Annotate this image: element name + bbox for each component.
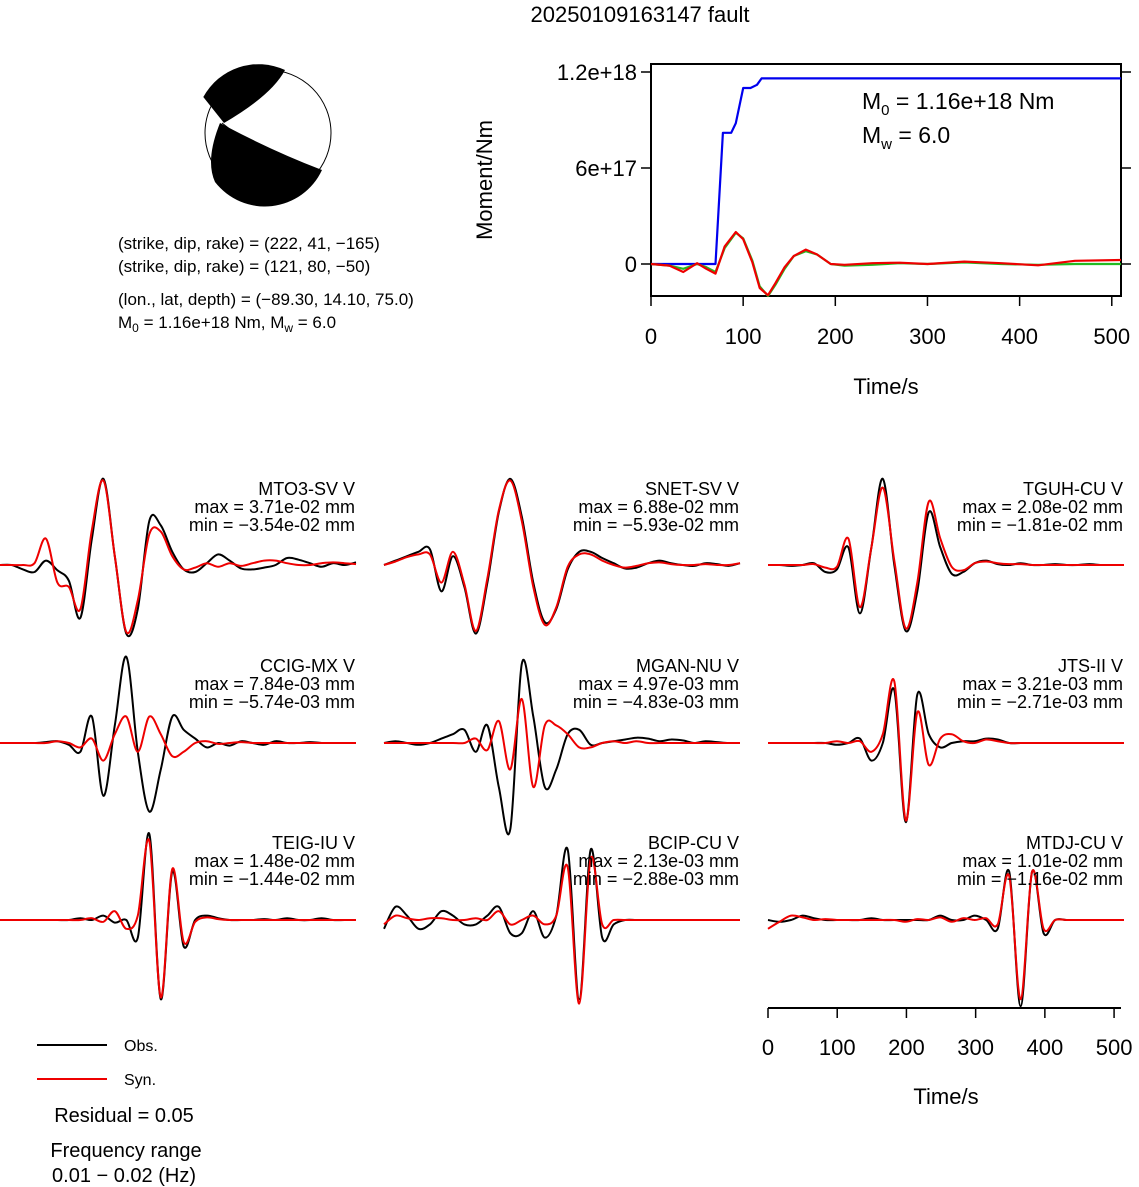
synthetic-waveform [384, 697, 740, 789]
synthetic-waveform [0, 838, 356, 999]
frequency-range-value: 0.01 − 0.02 (Hz) [52, 1165, 196, 1187]
station-min: min = −3.54e-02 mm [189, 515, 355, 535]
station-max: max = 1.48e-02 mm [194, 851, 355, 871]
frequency-range-title: Frequency range [50, 1140, 201, 1162]
waveform-time-axis: Time/s 0 100 200 300 400 500 [762, 1007, 1133, 1109]
figure-title: 20250109163147 fault [531, 2, 750, 27]
legend: Obs. Syn. Residual = 0.05 Frequency rang… [37, 1038, 202, 1187]
observed-waveform [0, 477, 357, 638]
station-min: min = −5.93e-02 mm [573, 515, 739, 535]
location-depth: (lon., lat, depth) = (−89.30, 14.10, 75.… [118, 290, 414, 309]
residual-text: Residual = 0.05 [54, 1105, 194, 1127]
observed-waveform [383, 659, 741, 836]
beachball-compression-quadrant-upper [203, 64, 285, 123]
station-name: MTDJ-CU V [1026, 833, 1123, 853]
nodal-plane-1: (strike, dip, rake) = (222, 41, −165) [118, 234, 380, 253]
station-min: min = −2.88e-03 mm [573, 869, 739, 889]
station-name: MTO3-SV V [258, 479, 355, 499]
station-max: max = 2.13e-03 mm [578, 851, 739, 871]
synthetic-waveform [0, 715, 356, 762]
station-min: min = −1.16e-02 mm [957, 869, 1123, 889]
station-max: max = 2.08e-02 mm [962, 497, 1123, 517]
moment-y-axis-label: Moment/Nm [472, 120, 497, 240]
station-name: TEIG-IU V [272, 833, 355, 853]
station-max: max = 6.88e-02 mm [578, 497, 739, 517]
mechanism-text: (strike, dip, rake) = (222, 41, −165) (s… [118, 234, 414, 335]
station-name: TGUH-CU V [1023, 479, 1123, 499]
moment-x-tick-label: 300 [909, 324, 946, 349]
station-max: max = 1.01e-02 mm [962, 851, 1123, 871]
waveform-x-tick-label: 400 [1027, 1035, 1064, 1060]
observed-waveform [767, 868, 1124, 1008]
moment-series-0 [651, 77, 1121, 266]
synthetic-waveform [0, 479, 357, 635]
synthetic-waveform [383, 479, 741, 633]
moment-x-tick-label: 200 [817, 324, 854, 349]
station-max: max = 3.71e-02 mm [194, 497, 355, 517]
moment-y-tick-label: 0 [625, 252, 637, 277]
moment-m0-annotation: M0 = 1.16e+18 Nm [862, 88, 1054, 119]
station-name: JTS-II V [1058, 656, 1123, 676]
beachball-compression-quadrant-lower [211, 123, 322, 207]
station-name: CCIG-MX V [260, 656, 355, 676]
station-min: min = −2.71e-03 mm [957, 692, 1123, 712]
station-min: min = −1.81e-02 mm [957, 515, 1123, 535]
station-name: BCIP-CU V [648, 833, 739, 853]
moment-y-tick-label: 1.2e+18 [557, 60, 637, 85]
waveform-x-tick-label: 200 [888, 1035, 925, 1060]
moment-x-axis-label: Time/s [853, 374, 918, 399]
legend-obs-label: Obs. [124, 1038, 158, 1055]
moment-chart-frame [650, 63, 1122, 297]
station-name: SNET-SV V [645, 479, 739, 499]
moment-chart: 06e+171.2e+180 100 200 300 400 500 Moment/Nm … [472, 60, 1131, 399]
waveform-x-tick-label: 0 [762, 1035, 774, 1060]
focal-mechanism-beachball [203, 64, 332, 207]
moment-x-tick-label: 100 [725, 324, 762, 349]
moment-magnitude-line: M0 = 1.16e+18 Nm, Mw = 6.0 [118, 313, 336, 335]
moment-x-tick-label: 500 [1093, 324, 1130, 349]
station-min: min = −1.44e-02 mm [189, 869, 355, 889]
moment-y-tick-label: 6e+17 [575, 156, 637, 181]
station-name: MGAN-NU V [636, 656, 739, 676]
waveform-x-tick-label: 100 [819, 1035, 856, 1060]
station-max: max = 3.21e-03 mm [962, 674, 1123, 694]
moment-x-tick-label: 0 [645, 324, 657, 349]
nodal-plane-2: (strike, dip, rake) = (121, 80, −50) [118, 257, 370, 276]
waveform-x-tick-label: 300 [957, 1035, 994, 1060]
moment-x-tick-label: 400 [1001, 324, 1038, 349]
synthetic-waveform [767, 869, 1124, 1001]
station-min: min = −4.83e-03 mm [573, 692, 739, 712]
synthetic-waveform [383, 855, 740, 1005]
synthetic-waveform [768, 678, 1124, 822]
waveform-x-tick-label: 500 [1096, 1035, 1133, 1060]
waveform-x-axis-label: Time/s [913, 1084, 978, 1109]
moment-series-2 [650, 230, 1122, 297]
moment-mw-annotation: Mw = 6.0 [862, 122, 950, 153]
station-min: min = −5.74e-03 mm [189, 692, 355, 712]
synthetic-waveform [767, 486, 1124, 630]
legend-syn-label: Syn. [124, 1072, 156, 1089]
station-max: max = 4.97e-03 mm [578, 674, 739, 694]
station-max: max = 7.84e-03 mm [194, 674, 355, 694]
